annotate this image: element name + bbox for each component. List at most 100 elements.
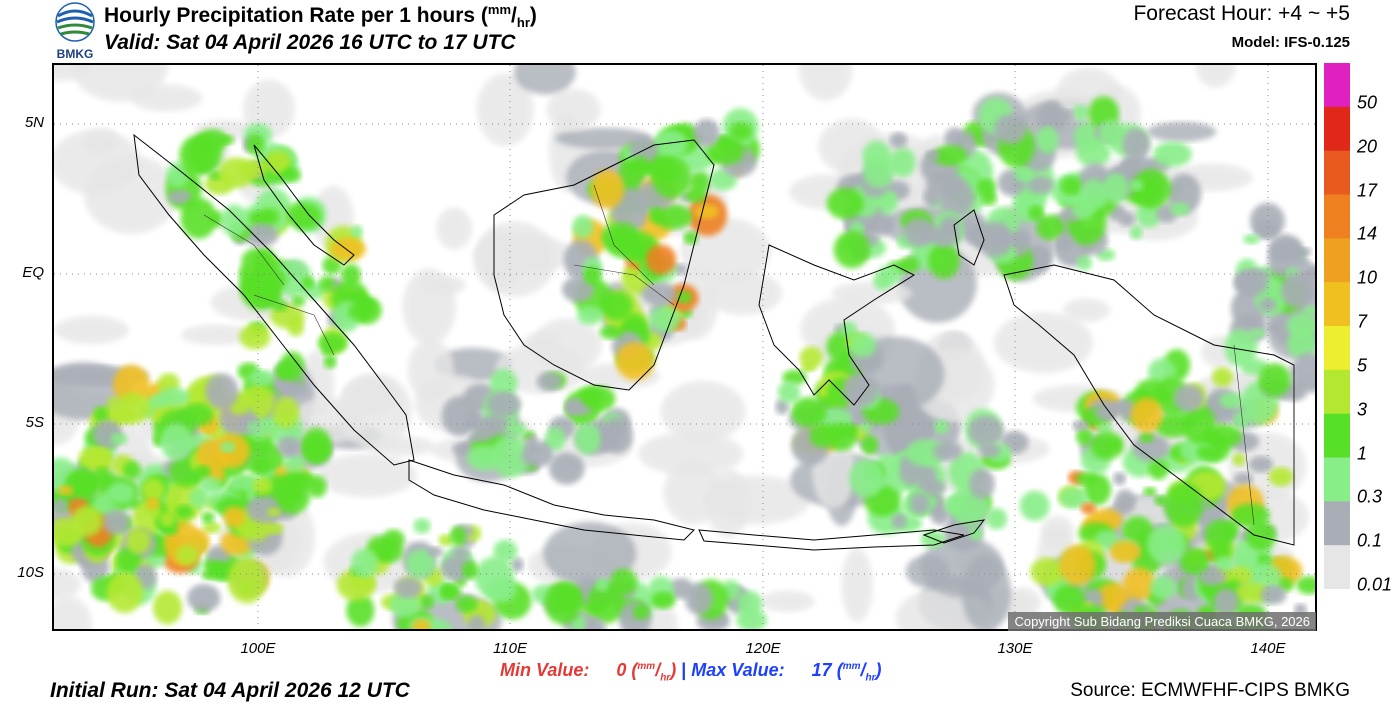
precip-cell <box>1248 456 1274 473</box>
precip-cell <box>555 127 652 149</box>
colorbar-swatch <box>1324 106 1350 152</box>
precip-cell <box>1199 568 1227 586</box>
precip-cell <box>1224 328 1258 367</box>
precip-cell <box>307 475 327 498</box>
precip-cell <box>1195 65 1236 88</box>
precip-cell <box>1153 141 1192 167</box>
precip-cell <box>413 518 431 534</box>
precip-cell <box>651 156 692 199</box>
precip-cell <box>930 503 950 525</box>
precip-cell <box>977 178 997 196</box>
initial-run: Initial Run: Sat 04 April 2026 12 UTC <box>50 679 410 702</box>
precip-cell <box>848 388 863 405</box>
precip-cell <box>1249 328 1266 339</box>
precip-cell <box>863 155 895 189</box>
precip-cell <box>933 419 949 435</box>
precip-cell <box>1139 431 1155 444</box>
precip-cell <box>175 504 194 519</box>
precip-cell <box>351 548 379 578</box>
precip-cell <box>760 590 815 613</box>
admin-boundaries <box>203 184 1295 545</box>
precip-cell <box>159 511 176 527</box>
precip-cell <box>1202 423 1243 449</box>
precip-cell <box>436 207 473 250</box>
separator: | <box>681 660 687 680</box>
precip-cell <box>1076 426 1093 446</box>
precip-cell <box>472 420 496 442</box>
precip-cell <box>849 459 884 498</box>
precip-cell <box>277 436 300 457</box>
precip-cell <box>586 617 606 629</box>
precip-cell <box>420 274 466 296</box>
precip-cell <box>1019 490 1050 521</box>
precip-cell <box>737 590 763 617</box>
precip-cell <box>648 306 681 332</box>
precip-cell <box>694 204 719 220</box>
precip-cell <box>1163 481 1204 528</box>
precip-cell <box>245 275 277 305</box>
precip-cell <box>1173 384 1204 412</box>
colorbar-swatch <box>1324 282 1350 327</box>
precip-cell <box>376 540 404 563</box>
papua-coast <box>1003 264 1295 546</box>
precip-cell <box>1058 487 1089 509</box>
precip-cell <box>115 546 142 575</box>
precip-cell <box>229 477 242 491</box>
precip-cell <box>840 321 857 338</box>
precip-cell <box>223 506 246 528</box>
precip-cell <box>1121 516 1154 546</box>
java-coast <box>408 459 695 541</box>
precip-cell <box>578 385 603 404</box>
precip-cell <box>1233 410 1250 429</box>
precip-cell <box>1148 459 1169 480</box>
precip-cell <box>809 423 839 448</box>
lon-label-130e: 130E <box>997 640 1033 657</box>
precip-cell <box>272 396 300 429</box>
precip-cell <box>130 84 203 112</box>
bmkg-logo: BMKG <box>52 2 98 61</box>
lat-label-eq: EQ <box>22 264 44 281</box>
precip-cell <box>279 351 305 381</box>
precip-cell <box>601 416 633 454</box>
precip-cell <box>405 549 436 579</box>
colorbar-label: 0.1 <box>1357 530 1383 551</box>
colorbar-label: 1 <box>1357 443 1368 463</box>
precip-cell <box>205 373 239 410</box>
lat-label-5s: 5S <box>25 414 44 431</box>
precip-cell <box>660 380 746 442</box>
precip-cell <box>70 505 103 537</box>
colorbar-swatch <box>1324 150 1350 195</box>
colorbar-label: 0.01 <box>1357 574 1393 595</box>
precip-cell <box>651 591 676 609</box>
precip-cell <box>1036 101 1067 135</box>
precip-cell <box>994 114 1027 144</box>
colorbar-label: 7 <box>1357 311 1368 332</box>
precip-cell <box>54 595 92 629</box>
precip-cell <box>1114 489 1136 515</box>
precip-cell <box>266 507 281 517</box>
precip-cell <box>1296 576 1315 595</box>
precip-cell <box>1057 234 1073 252</box>
min-max-values: Min Value: 0 (mm/hr) | Max Value: 17 (mm… <box>500 660 882 684</box>
precip-cell <box>318 275 336 292</box>
precip-cell <box>1103 173 1129 204</box>
precip-cell <box>123 460 142 480</box>
data-source: Source: ECMWFHF-CIPS BMKG <box>1070 680 1350 701</box>
precip-cell <box>468 615 485 629</box>
precip-cell <box>419 594 434 610</box>
borneo-coast <box>493 139 715 391</box>
precip-cell <box>449 526 467 547</box>
precip-cell <box>180 324 252 346</box>
copyright-notice: Copyright Sub Bidang Prediksi Cuaca BMKG… <box>1008 612 1316 631</box>
precip-cell <box>1286 312 1315 338</box>
precip-cell <box>645 244 677 275</box>
lat-label-5n: 5N <box>24 114 44 131</box>
precip-cell <box>1096 419 1113 435</box>
colorbar-swatch <box>1324 63 1350 108</box>
precip-cell <box>486 391 522 417</box>
precip-cell <box>729 121 753 141</box>
precip-cell <box>152 590 183 625</box>
lat-label-10s: 10S <box>17 564 44 581</box>
precip-cell <box>264 150 291 174</box>
precip-cell <box>1235 582 1269 604</box>
